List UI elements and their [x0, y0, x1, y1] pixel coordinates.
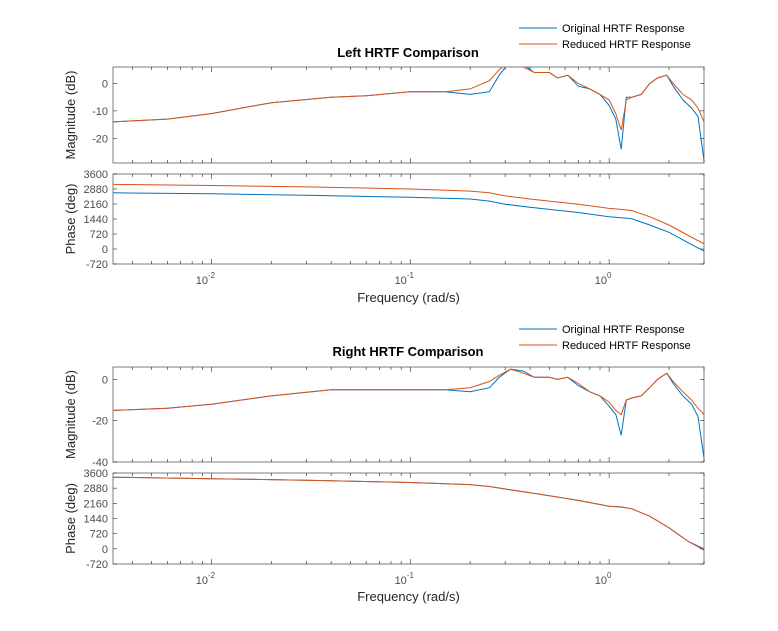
- y-tick-label: 1440: [84, 214, 108, 226]
- series-line-0: [113, 192, 704, 252]
- series-line-1: [113, 368, 704, 416]
- x-tick-label: 100: [595, 571, 612, 587]
- axes-box: [112, 366, 705, 463]
- y-axis-label: Phase (deg): [63, 184, 78, 255]
- series-line-1: [113, 476, 704, 550]
- x-tick-label: 100: [595, 271, 612, 287]
- x-tick-label: 10-2: [196, 271, 216, 287]
- y-tick-label: -40: [92, 457, 108, 469]
- legend-entry: Original HRTF Response: [562, 324, 685, 336]
- chart-panel-0: 0 -10 -20 Magnitude (dB) Left HRTF Compariso…: [63, 23, 705, 164]
- x-tick-label: 10-1: [395, 271, 415, 287]
- y-tick-label: -20: [92, 133, 108, 145]
- x-tick-label: 10-2: [196, 571, 216, 587]
- y-tick-label: 0: [102, 78, 108, 90]
- y-axis-label: Phase (deg): [63, 483, 78, 554]
- y-tick-label: 0: [102, 374, 108, 386]
- chart-panel-1: 3600 2880 2160 1440 720 0 -720 10-2 10-1 100 Frequ…: [63, 169, 705, 305]
- y-tick-label: -720: [86, 259, 108, 271]
- y-axis-label: Magnitude (dB): [63, 71, 78, 160]
- y-tick-label: -20: [92, 416, 108, 428]
- y-tick-label: 3600: [84, 468, 108, 480]
- y-tick-label: -10: [92, 106, 108, 118]
- y-tick-label: 0: [102, 544, 108, 556]
- chart-panel-3: 3600 2880 2160 1440 720 0 -720 10-2 10-1 100 Frequ…: [63, 468, 705, 604]
- x-axis-label: Frequency (rad/s): [357, 589, 460, 604]
- legend-entry: Original HRTF Response: [562, 23, 685, 35]
- y-tick-label: 2160: [84, 199, 108, 211]
- chart-title: Right HRTF Comparison: [333, 344, 484, 359]
- y-tick-label: 720: [90, 229, 108, 241]
- y-tick-label: 2880: [84, 184, 108, 196]
- y-tick-label: 2880: [84, 483, 108, 495]
- y-tick-label: 1440: [84, 514, 108, 526]
- x-tick-label: 10-1: [395, 571, 415, 587]
- x-axis-label: Frequency (rad/s): [357, 290, 460, 305]
- series-line-1: [113, 183, 704, 245]
- axes-box: [112, 66, 705, 164]
- y-tick-label: 720: [90, 529, 108, 541]
- y-tick-label: 3600: [84, 169, 108, 181]
- y-axis-label: Magnitude (dB): [63, 370, 78, 459]
- y-tick-label: 2160: [84, 498, 108, 510]
- legend-entry: Reduced HRTF Response: [562, 39, 691, 51]
- axes-box: [112, 472, 705, 565]
- axes-box: [112, 173, 705, 265]
- legend-entry: Reduced HRTF Response: [562, 340, 691, 352]
- y-tick-label: -720: [86, 559, 108, 571]
- legend: Original HRTF Response Reduced HRTF Respo…: [519, 23, 691, 51]
- series-line-1: [113, 67, 704, 131]
- chart-panel-2: 0 -20 -40 Magnitude (dB) Right HRTF Comparis…: [63, 324, 705, 469]
- y-tick-label: 0: [102, 244, 108, 256]
- chart-title: Left HRTF Comparison: [337, 45, 479, 60]
- legend: Original HRTF Response Reduced HRTF Respo…: [519, 324, 691, 352]
